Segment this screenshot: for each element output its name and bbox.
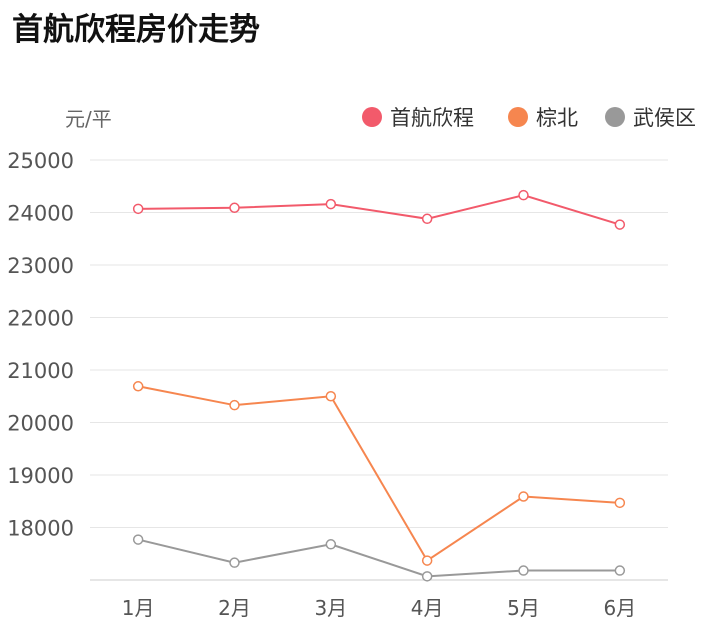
data-point[interactable] — [421, 555, 433, 566]
data-point[interactable] — [518, 491, 529, 502]
data-point[interactable] — [229, 399, 240, 411]
data-point[interactable] — [229, 557, 240, 568]
x-tick-label: 5月 — [507, 596, 540, 620]
series-0 — [132, 189, 626, 230]
legend-label: 棕北 — [536, 106, 578, 130]
chart-title: 首航欣程房价走势 — [12, 12, 260, 48]
y-axis: 18000 19000 20000 21000 22000 23000 24000 25000 — [7, 149, 74, 541]
data-point[interactable] — [421, 571, 433, 582]
legend-marker-icon — [605, 107, 625, 127]
x-tick-label: 2月 — [218, 596, 251, 620]
series-line — [138, 194, 621, 226]
data-point[interactable] — [518, 565, 529, 576]
y-tick-label: 23000 — [7, 254, 74, 278]
legend-item[interactable]: 首航欣程 — [362, 106, 474, 130]
legend-item[interactable]: 武侯区 — [605, 106, 696, 130]
series-1 — [132, 381, 626, 566]
series-line — [137, 385, 620, 562]
legend-label: 首航欣程 — [390, 106, 474, 130]
x-tick-label: 6月 — [603, 596, 636, 620]
legend-label: 武侯区 — [633, 106, 696, 130]
y-tick-label: 20000 — [7, 412, 74, 436]
legend-marker-icon — [508, 107, 528, 127]
y-axis-unit: 元/平 — [65, 107, 112, 131]
series-2 — [132, 534, 626, 582]
data-point[interactable] — [132, 203, 144, 215]
data-point[interactable] — [614, 565, 626, 576]
y-tick-label: 21000 — [7, 359, 74, 383]
data-point[interactable] — [421, 213, 433, 225]
data-point[interactable] — [132, 381, 144, 392]
y-tick-label: 19000 — [7, 464, 74, 488]
legend-item[interactable]: 棕北 — [508, 106, 578, 130]
series-group — [132, 189, 626, 582]
data-point[interactable] — [132, 534, 144, 545]
series-line — [137, 538, 620, 578]
data-point[interactable] — [325, 198, 337, 210]
y-tick-label: 22000 — [7, 307, 74, 331]
data-point[interactable] — [325, 391, 337, 402]
legend: 首航欣程 棕北 武侯区 — [362, 106, 696, 130]
x-tick-label: 3月 — [314, 596, 347, 620]
y-tick-label: 18000 — [7, 517, 74, 541]
data-point[interactable] — [614, 219, 626, 230]
x-axis: 1月 2月 3月 4月 5月 6月 — [122, 596, 636, 620]
legend-marker-icon — [362, 107, 382, 127]
data-point[interactable] — [325, 539, 337, 550]
x-tick-label: 4月 — [411, 596, 444, 620]
data-point[interactable] — [229, 202, 240, 214]
y-tick-label: 24000 — [7, 202, 74, 226]
data-point[interactable] — [614, 497, 626, 509]
grid — [90, 159, 668, 581]
y-tick-label: 25000 — [7, 149, 74, 173]
x-tick-label: 1月 — [122, 596, 155, 620]
data-point[interactable] — [518, 189, 529, 201]
